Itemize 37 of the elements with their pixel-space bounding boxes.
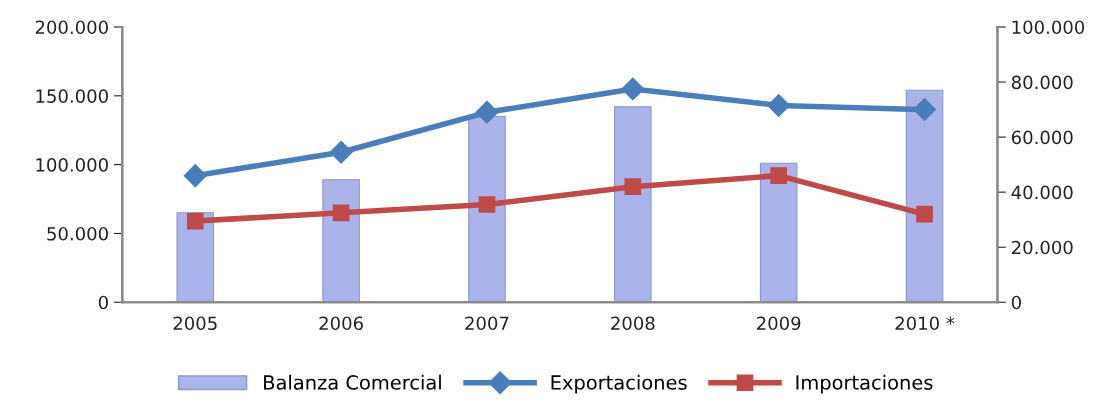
y2-tick-label: 100.000 bbox=[1012, 20, 1085, 35]
bar bbox=[614, 106, 652, 303]
bar bbox=[759, 162, 798, 303]
y-tick-label: 50.000 bbox=[47, 226, 108, 241]
point bbox=[767, 93, 791, 117]
x-tick-label: 2009 bbox=[757, 316, 801, 331]
point bbox=[621, 77, 645, 101]
point bbox=[624, 178, 642, 195]
bar bbox=[322, 179, 360, 303]
point bbox=[183, 164, 207, 188]
x-tick-label: 2005 bbox=[173, 316, 217, 331]
point bbox=[186, 212, 204, 230]
point bbox=[329, 140, 353, 164]
point bbox=[913, 98, 937, 122]
y2-tick-label: 20.000 bbox=[1011, 240, 1073, 255]
point bbox=[332, 204, 350, 222]
point bbox=[916, 205, 933, 223]
legend-label: Balanza Comercial bbox=[264, 374, 441, 390]
bar bbox=[905, 89, 944, 303]
y2-tick-label: 80.000 bbox=[1011, 75, 1073, 90]
legend-label: Exportaciones bbox=[551, 374, 687, 394]
x-tick-label: 2008 bbox=[611, 316, 655, 331]
x-tick-label: 2006 bbox=[319, 316, 363, 331]
point bbox=[478, 196, 496, 213]
y-tick-label: 150.000 bbox=[36, 89, 108, 103]
point bbox=[475, 100, 499, 124]
y2-tick-label: 0 bbox=[1011, 295, 1021, 310]
y-tick-label: 100.000 bbox=[36, 158, 108, 172]
bar bbox=[468, 115, 506, 303]
x-tick-label: 2010 * bbox=[895, 316, 955, 331]
y2-tick-label: 60.000 bbox=[1011, 130, 1073, 145]
y2-tick-label: 40.000 bbox=[1011, 185, 1073, 200]
y-tick-label: 0 bbox=[98, 295, 108, 310]
x-tick-label: 2007 bbox=[465, 316, 509, 331]
legend-label: Importaciones bbox=[796, 374, 933, 394]
point bbox=[770, 167, 788, 184]
y-tick-label: 200.000 bbox=[35, 20, 108, 35]
